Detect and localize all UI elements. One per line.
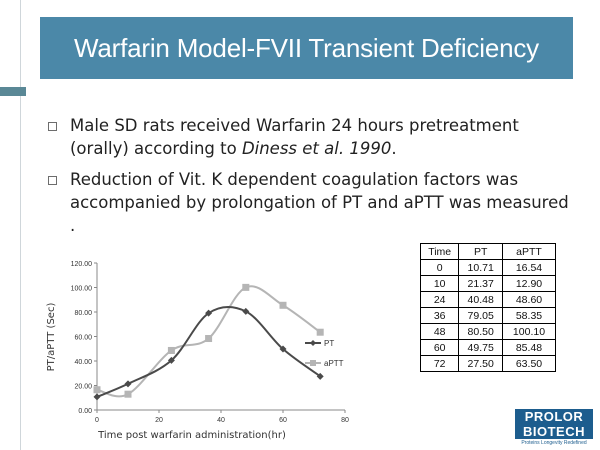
y-tick-label: 0.00 bbox=[78, 408, 92, 415]
data-point-pt bbox=[93, 393, 101, 401]
data-point-aptt bbox=[205, 335, 213, 343]
table-row: 72 27.50 63.50 bbox=[419, 355, 557, 372]
bullet-item: Male SD rats received Warfarin 24 hours … bbox=[48, 114, 578, 160]
left-margin-rule bbox=[20, 0, 21, 450]
table-row: 60 49.75 85.48 bbox=[419, 339, 557, 356]
table-header-cell: Time bbox=[419, 243, 460, 260]
table-cell: 24 bbox=[419, 291, 460, 308]
y-tick-label: 60.00 bbox=[74, 335, 92, 342]
table-row: 24 40.48 48.60 bbox=[419, 291, 557, 308]
table-cell: 36 bbox=[419, 307, 460, 324]
line-chart: 0.00 20.00 40.00 60.00 80.00 100.00 120.00 0 20 4… bbox=[46, 261, 349, 441]
table-cell: 12.90 bbox=[501, 275, 557, 292]
bullet-text: Male SD rats received Warfarin 24 hours … bbox=[70, 114, 578, 160]
table-cell: 48.60 bbox=[501, 291, 557, 308]
table-cell: 100.10 bbox=[501, 323, 557, 340]
logo-tagline: Proteins Longevity Redefined bbox=[521, 440, 587, 446]
title-banner: Warfarin Model-FVII Transient Deficiency bbox=[40, 17, 573, 79]
table-cell: 58.35 bbox=[501, 307, 557, 324]
y-tick-label: 120.00 bbox=[71, 261, 93, 268]
bullet-text-part: Reduction of Vit. K dependent coagulatio… bbox=[70, 170, 569, 235]
x-tick-label: 0 bbox=[95, 417, 99, 424]
table-row: 10 21.37 12.90 bbox=[419, 275, 557, 292]
data-point-aptt bbox=[93, 386, 101, 394]
x-tick-label: 40 bbox=[217, 417, 225, 424]
x-axis-label: Time post warfarin administration(hr) bbox=[97, 430, 286, 441]
table-cell: 48 bbox=[419, 323, 460, 340]
legend-label: aPTT bbox=[324, 359, 344, 368]
table-header-cell: aPTT bbox=[501, 243, 557, 260]
bullet-text-part: Male SD rats received Warfarin 24 hours … bbox=[70, 116, 519, 158]
citation-text: Diness et al. 1990 bbox=[241, 139, 392, 158]
square-bullet-icon bbox=[48, 122, 57, 131]
data-point-pt bbox=[205, 309, 213, 317]
y-tick-label: 20.00 bbox=[74, 384, 92, 391]
table-cell: 60 bbox=[419, 339, 460, 356]
data-point-pt bbox=[242, 307, 250, 315]
x-tick-label: 80 bbox=[341, 417, 349, 424]
table-row: 48 80.50 100.10 bbox=[419, 323, 557, 340]
data-point-aptt bbox=[124, 390, 132, 398]
data-point-aptt bbox=[316, 328, 324, 336]
table-cell: 79.05 bbox=[458, 307, 503, 324]
table-cell: 21.37 bbox=[458, 275, 503, 292]
logo-line2: BIOTECH bbox=[515, 424, 593, 439]
table-header-cell: PT bbox=[458, 243, 503, 260]
table-cell: 80.50 bbox=[458, 323, 503, 340]
data-point-aptt bbox=[242, 283, 250, 291]
bullet-item: Reduction of Vit. K dependent coagulatio… bbox=[48, 168, 578, 237]
table-cell: 10.71 bbox=[458, 259, 503, 276]
data-table: Time PT aPTT 0 10.71 16.54 10 21.37 12.90 24 40.4… bbox=[419, 243, 557, 372]
data-point-aptt bbox=[167, 346, 175, 354]
table-cell: 16.54 bbox=[501, 259, 557, 276]
y-tick-label: 80.00 bbox=[74, 310, 92, 317]
x-tick-label: 20 bbox=[155, 417, 163, 424]
data-point-aptt bbox=[279, 301, 287, 309]
data-point-pt bbox=[279, 345, 287, 353]
table-cell: 49.75 bbox=[458, 339, 503, 356]
table-cell: 40.48 bbox=[458, 291, 503, 308]
data-point-pt bbox=[316, 372, 324, 380]
table-cell: 0 bbox=[419, 259, 460, 276]
bullet-text-part: . bbox=[391, 139, 397, 158]
x-tick-label: 60 bbox=[279, 417, 287, 424]
table-row: 0 10.71 16.54 bbox=[419, 259, 557, 276]
table-row: 36 79.05 58.35 bbox=[419, 307, 557, 324]
data-point-pt bbox=[124, 380, 132, 388]
y-tick-label: 40.00 bbox=[74, 359, 92, 366]
accent-tab bbox=[0, 87, 26, 96]
bullet-list: Male SD rats received Warfarin 24 hours … bbox=[48, 114, 578, 245]
slide-title: Warfarin Model-FVII Transient Deficiency bbox=[74, 32, 539, 63]
table-cell: 10 bbox=[419, 275, 460, 292]
table-cell: 63.50 bbox=[501, 355, 557, 372]
legend-marker bbox=[310, 360, 316, 366]
y-axis-label: PT/aPTT (Sec) bbox=[46, 303, 57, 372]
chart-markers bbox=[93, 283, 324, 401]
table-header-row: Time PT aPTT bbox=[419, 243, 557, 260]
table-cell: 85.48 bbox=[501, 339, 557, 356]
bullet-text: Reduction of Vit. K dependent coagulatio… bbox=[70, 168, 578, 237]
y-tick-label: 100.00 bbox=[71, 286, 93, 293]
square-bullet-icon bbox=[48, 176, 57, 185]
left-margin-bar bbox=[0, 0, 20, 450]
table-cell: 72 bbox=[419, 355, 460, 372]
legend-marker bbox=[310, 340, 316, 346]
company-logo: PROLOR BIOTECH Proteins Longevity Redefi… bbox=[515, 409, 593, 446]
table-cell: 27.50 bbox=[458, 355, 503, 372]
chart-axes: 0.00 20.00 40.00 60.00 80.00 100.00 120.00 0 20 4… bbox=[71, 261, 349, 424]
logo-line1: PROLOR bbox=[515, 409, 593, 424]
table-body: 0 10.71 16.54 10 21.37 12.90 24 40.48 48.60 36 79.… bbox=[419, 259, 557, 372]
chart-legend: PT aPTT bbox=[305, 339, 344, 368]
data-point-pt bbox=[167, 356, 175, 364]
legend-label: PT bbox=[324, 339, 334, 348]
